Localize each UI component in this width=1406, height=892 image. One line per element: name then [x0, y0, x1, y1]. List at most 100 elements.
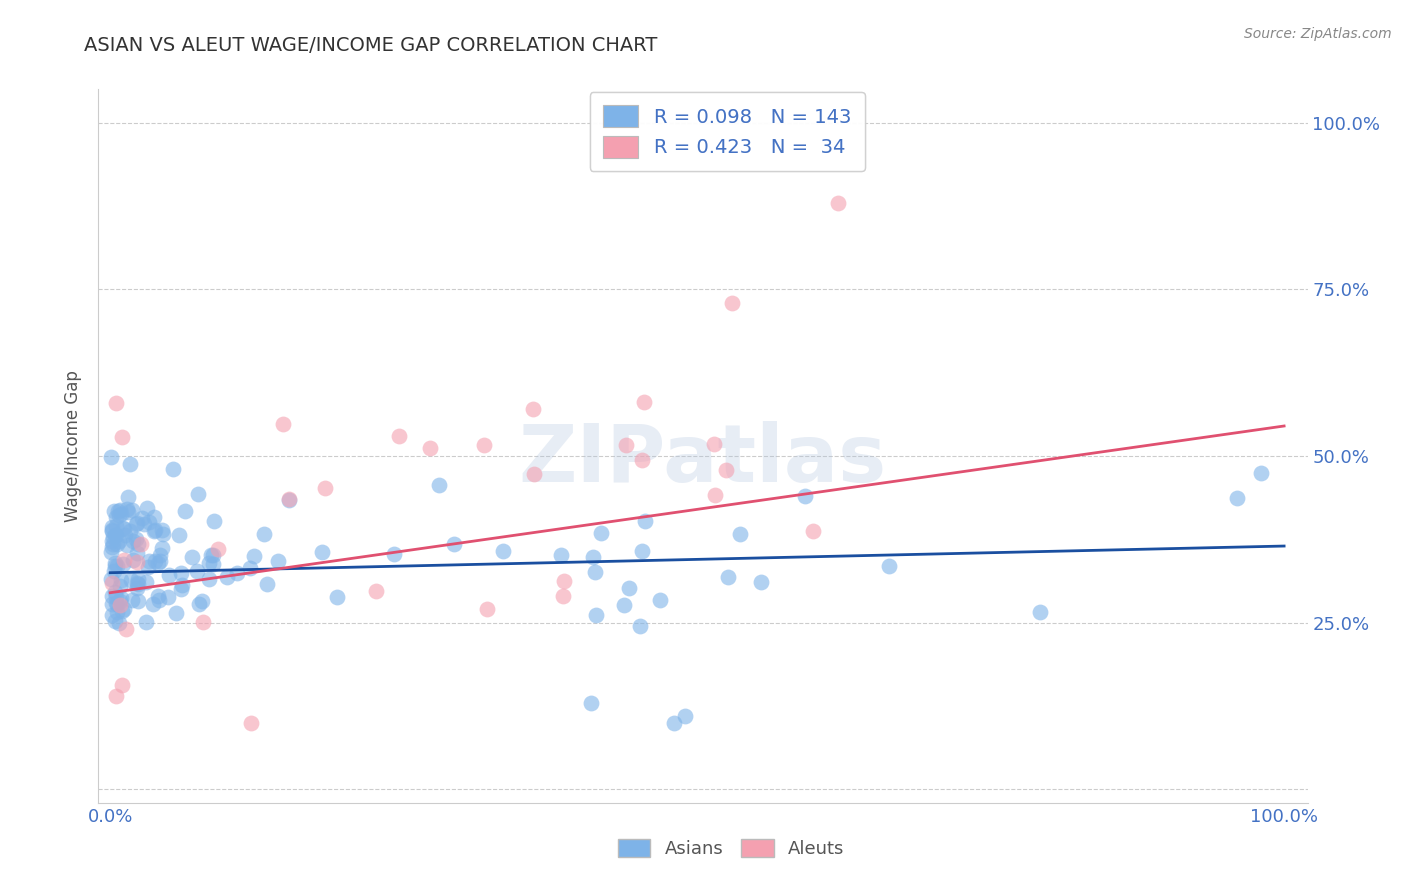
Point	[105, 590, 128, 604]
Point	[122, 533, 145, 548]
Point	[104, 614, 127, 628]
Point	[127, 576, 149, 591]
Point	[877, 559, 900, 574]
Point	[215, 570, 238, 584]
Point	[165, 606, 187, 620]
Point	[267, 554, 290, 568]
Legend: R = 0.098   N = 143, R = 0.423   N =  34: R = 0.098 N = 143, R = 0.423 N = 34	[589, 92, 865, 171]
Point	[104, 558, 127, 573]
Point	[138, 516, 160, 530]
Point	[114, 528, 136, 542]
Point	[149, 548, 172, 562]
Point	[1250, 467, 1272, 481]
Point	[105, 689, 128, 703]
Point	[522, 402, 544, 417]
Point	[523, 467, 546, 482]
Point	[187, 486, 209, 500]
Point	[142, 524, 165, 538]
Point	[112, 601, 135, 615]
Point	[104, 528, 127, 542]
Point	[110, 573, 132, 587]
Point	[749, 575, 772, 590]
Point	[612, 599, 634, 613]
Point	[550, 548, 572, 562]
Point	[107, 503, 129, 517]
Point	[115, 502, 138, 516]
Point	[157, 590, 180, 604]
Point	[125, 516, 148, 531]
Point	[582, 549, 605, 564]
Point	[135, 575, 157, 590]
Point	[104, 585, 127, 599]
Point	[142, 597, 165, 611]
Point	[101, 523, 124, 537]
Point	[101, 537, 124, 551]
Point	[146, 556, 169, 570]
Point	[585, 608, 607, 623]
Point	[803, 524, 825, 538]
Point	[443, 537, 465, 551]
Point	[174, 504, 197, 518]
Point	[553, 589, 575, 603]
Point	[186, 564, 208, 578]
Point	[326, 590, 349, 604]
Point	[143, 554, 166, 568]
Point	[191, 615, 214, 630]
Point	[201, 548, 224, 562]
Point	[101, 520, 124, 534]
Point	[146, 589, 169, 603]
Point	[277, 491, 299, 506]
Point	[152, 527, 174, 541]
Point	[105, 605, 128, 619]
Point	[475, 602, 498, 616]
Point	[108, 508, 131, 522]
Point	[103, 565, 125, 579]
Point	[114, 622, 136, 636]
Point	[169, 566, 191, 580]
Point	[717, 570, 740, 584]
Point	[112, 522, 135, 536]
Point	[631, 543, 654, 558]
Point	[125, 546, 148, 560]
Point	[110, 503, 132, 517]
Point	[240, 715, 263, 730]
Point	[200, 548, 222, 562]
Point	[589, 525, 612, 540]
Point	[100, 589, 122, 603]
Point	[191, 594, 214, 608]
Point	[149, 554, 172, 568]
Point	[619, 582, 641, 596]
Point	[132, 516, 155, 531]
Point	[427, 478, 450, 492]
Point	[311, 545, 333, 559]
Point	[100, 545, 122, 559]
Point	[472, 437, 495, 451]
Point	[167, 528, 190, 542]
Point	[201, 557, 224, 571]
Point	[1029, 605, 1052, 619]
Point	[108, 593, 131, 607]
Point	[198, 572, 221, 586]
Point	[100, 607, 122, 622]
Point	[110, 507, 132, 521]
Point	[628, 618, 651, 632]
Point	[138, 559, 160, 574]
Point	[108, 598, 131, 612]
Point	[253, 527, 276, 541]
Point	[112, 557, 135, 571]
Point	[125, 575, 148, 590]
Point	[105, 537, 128, 551]
Point	[630, 452, 652, 467]
Point	[101, 530, 124, 544]
Point	[105, 597, 128, 611]
Point	[492, 543, 515, 558]
Point	[648, 592, 671, 607]
Point	[170, 578, 193, 592]
Legend: Asians, Aleuts: Asians, Aleuts	[610, 831, 852, 865]
Point	[256, 577, 278, 591]
Point	[121, 593, 143, 607]
Point	[170, 582, 193, 596]
Point	[703, 436, 725, 450]
Point	[239, 561, 262, 575]
Text: Source: ZipAtlas.com: Source: ZipAtlas.com	[1244, 27, 1392, 41]
